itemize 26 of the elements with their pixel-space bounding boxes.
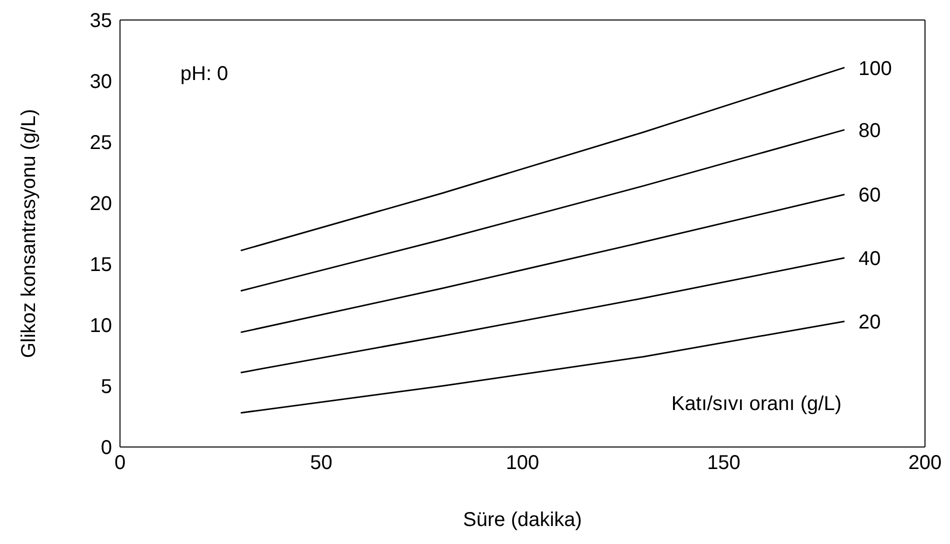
x-axis-title: Süre (dakika) — [463, 509, 582, 531]
y-tick-label: 35 — [90, 10, 112, 32]
line-series — [240, 194, 846, 334]
line-series — [240, 129, 846, 292]
y-tick-label: 10 — [90, 315, 112, 338]
series-label: 100 — [858, 58, 892, 80]
line-series — [240, 66, 846, 252]
series-label: 40 — [858, 248, 881, 270]
annotation: pH: 0 — [180, 62, 228, 86]
y-tick-label: 30 — [90, 71, 112, 94]
y-tick-label: 0 — [100, 437, 112, 460]
x-tick-label: 50 — [310, 452, 332, 474]
line-series — [240, 320, 846, 414]
y-tick-label: 25 — [90, 132, 112, 154]
legend-title: Katı/sıvı oranı (g/L) — [671, 393, 842, 416]
series-label: 80 — [858, 120, 881, 142]
y-axis-title: Glikoz konsantrasyonu (g/L) — [18, 108, 40, 358]
y-tick-label: 15 — [90, 254, 112, 276]
x-tick-label: 200 — [908, 452, 942, 474]
y-tick-label: 5 — [100, 376, 112, 398]
x-tick-label: 100 — [506, 452, 540, 474]
y-tick-label: 20 — [90, 193, 112, 216]
x-tick-label: 150 — [707, 452, 740, 474]
line-series — [240, 257, 846, 374]
series-label: 20 — [858, 312, 881, 334]
series-label: 60 — [858, 184, 881, 207]
